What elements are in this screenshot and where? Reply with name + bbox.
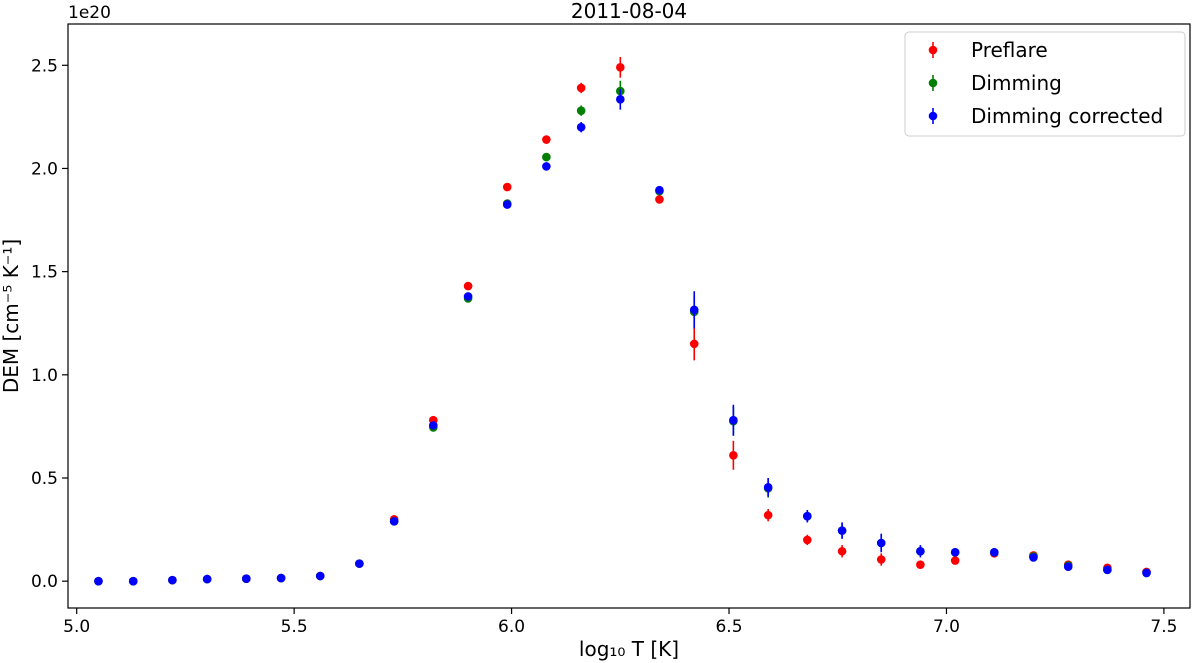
data-point bbox=[616, 95, 625, 104]
y-axis: 0.0 0.5 1.0 1.5 2.0 2.5 bbox=[31, 56, 68, 592]
series-dimming-corrected bbox=[94, 89, 1151, 586]
legend-label: Preflare bbox=[971, 38, 1048, 62]
x-tick-label: 5.0 bbox=[63, 617, 90, 637]
y-tick-label: 0.0 bbox=[31, 572, 58, 592]
data-point bbox=[429, 421, 438, 430]
data-point bbox=[202, 574, 212, 584]
x-tick-label: 6.5 bbox=[715, 617, 742, 637]
data-point bbox=[763, 482, 773, 492]
data-point bbox=[576, 83, 586, 93]
data-point bbox=[655, 195, 664, 204]
data-point bbox=[876, 538, 886, 548]
data-point bbox=[242, 574, 251, 583]
y-axis-label: DEM [cm⁻⁵ K⁻¹] bbox=[0, 239, 23, 393]
data-point bbox=[1029, 553, 1038, 562]
data-point bbox=[1103, 565, 1112, 575]
y-offset-label: 1e20 bbox=[68, 3, 111, 23]
x-tick-label: 6.0 bbox=[498, 617, 525, 637]
data-point bbox=[542, 152, 551, 162]
y-tick-label: 1.5 bbox=[31, 263, 58, 283]
x-tick-label: 7.0 bbox=[933, 617, 960, 637]
data-point bbox=[276, 573, 286, 583]
legend: Preflare Dimming Dimming corrected bbox=[904, 31, 1186, 137]
data-point bbox=[950, 547, 960, 557]
legend-label: Dimming bbox=[971, 71, 1062, 95]
data-point bbox=[355, 559, 364, 568]
data-point bbox=[729, 450, 738, 460]
y-tick-label: 1.0 bbox=[31, 366, 58, 386]
data-point bbox=[576, 122, 586, 132]
data-point bbox=[1063, 562, 1073, 572]
data-point bbox=[803, 511, 812, 521]
data-point bbox=[576, 106, 586, 115]
y-tick-label: 2.0 bbox=[31, 159, 58, 179]
y-tick-label: 0.5 bbox=[31, 469, 58, 489]
data-point bbox=[616, 63, 625, 72]
data-point bbox=[803, 535, 812, 545]
data-point bbox=[128, 576, 138, 586]
data-point bbox=[689, 305, 699, 315]
data-point bbox=[689, 339, 699, 349]
data-point bbox=[990, 547, 999, 557]
data-point bbox=[94, 576, 103, 586]
data-point bbox=[655, 185, 664, 195]
data-point bbox=[389, 517, 399, 526]
series-dimming bbox=[94, 80, 1151, 586]
x-axis-label: log₁₀ T [K] bbox=[579, 637, 679, 661]
data-point bbox=[763, 510, 773, 520]
data-point bbox=[502, 182, 512, 192]
data-point bbox=[916, 546, 925, 556]
data-point bbox=[1142, 568, 1151, 578]
data-point bbox=[916, 560, 925, 569]
legend-marker bbox=[928, 78, 938, 88]
legend-label: Dimming corrected bbox=[971, 104, 1163, 128]
legend-box bbox=[904, 31, 1186, 137]
data-point bbox=[168, 575, 177, 585]
x-tick-label: 5.5 bbox=[281, 617, 308, 637]
x-axis: 5.0 5.5 6.0 6.5 7.0 7.5 bbox=[63, 608, 1177, 637]
legend-marker bbox=[928, 111, 938, 121]
data-point bbox=[463, 292, 473, 301]
data-point bbox=[542, 135, 551, 144]
plot-area bbox=[94, 57, 1151, 586]
data-point bbox=[315, 571, 325, 581]
data-point bbox=[542, 162, 551, 171]
y-tick-label: 2.5 bbox=[31, 56, 58, 76]
data-point bbox=[837, 546, 847, 556]
x-tick-label: 7.5 bbox=[1150, 617, 1177, 637]
data-point bbox=[876, 555, 886, 564]
data-point bbox=[502, 200, 512, 209]
data-point bbox=[463, 281, 473, 291]
data-point bbox=[950, 556, 960, 565]
axes-frame bbox=[67, 23, 1191, 609]
data-point bbox=[837, 526, 847, 535]
legend-marker bbox=[928, 45, 938, 55]
data-point bbox=[729, 415, 738, 425]
chart-title: 2011-08-04 bbox=[571, 0, 687, 23]
